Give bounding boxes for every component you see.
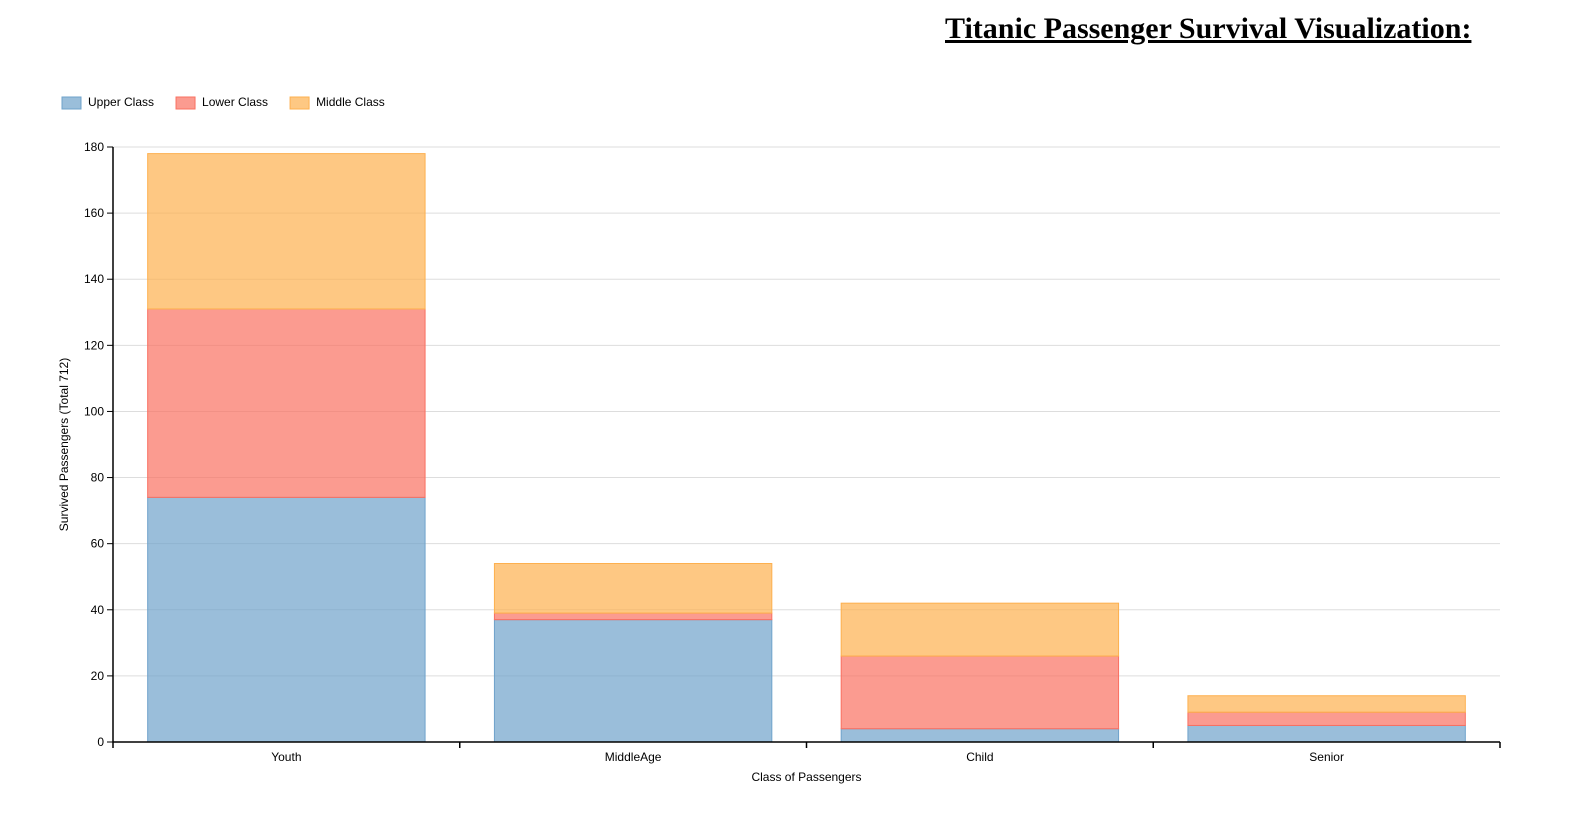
y-tick-label: 80 [91, 471, 105, 485]
y-axis-label: Survived Passengers (Total 712) [57, 358, 71, 531]
bar-segment [147, 496, 426, 743]
bar-segment [1187, 711, 1466, 726]
y-tick-label: 20 [91, 669, 105, 683]
x-tick-label: Senior [1309, 750, 1344, 764]
y-tick-label: 60 [91, 537, 105, 551]
y-tick-label: 180 [84, 140, 104, 154]
legend-item: Lower Class [175, 95, 268, 110]
legend-item: Middle Class [289, 95, 385, 110]
bar-segment [493, 563, 773, 614]
y-tick-label: 140 [84, 272, 104, 286]
y-tick-label: 120 [84, 338, 104, 352]
bar-segment [1187, 724, 1466, 743]
x-axis: Youth MiddleAge Child Senior [112, 741, 1501, 764]
legend-swatch [61, 96, 82, 110]
y-tick-label: 160 [84, 206, 104, 220]
legend-label: Middle Class [316, 95, 385, 109]
y-tick-label: 40 [91, 603, 105, 617]
x-tick-label: Youth [271, 750, 301, 764]
y-tick-label: 100 [84, 404, 104, 418]
bar-segment [147, 153, 426, 310]
legend-swatch [175, 96, 196, 110]
bar-segment [840, 655, 1120, 730]
bars [147, 153, 1466, 743]
legend-swatch [289, 96, 310, 110]
bar-segment [1187, 695, 1466, 713]
legend-item: Upper Class [61, 95, 154, 110]
x-tick-label: MiddleAge [605, 750, 662, 764]
bar-segment [147, 308, 426, 498]
bar-segment [840, 602, 1120, 657]
bar-segment [840, 728, 1120, 743]
legend-label: Upper Class [88, 95, 154, 109]
bar-segment [493, 612, 773, 621]
page-title: Titanic Passenger Survival Visualization… [945, 12, 1472, 45]
bar-segment [493, 619, 773, 743]
legend: Upper Class Lower Class Middle Class [61, 95, 385, 110]
y-tick-label: 0 [97, 735, 104, 749]
y-axis: 0 20 40 60 80 100 120 140 160 180 [84, 140, 114, 749]
legend-label: Lower Class [202, 95, 268, 109]
x-axis-label: Class of Passengers [751, 770, 861, 784]
x-tick-label: Child [966, 750, 993, 764]
